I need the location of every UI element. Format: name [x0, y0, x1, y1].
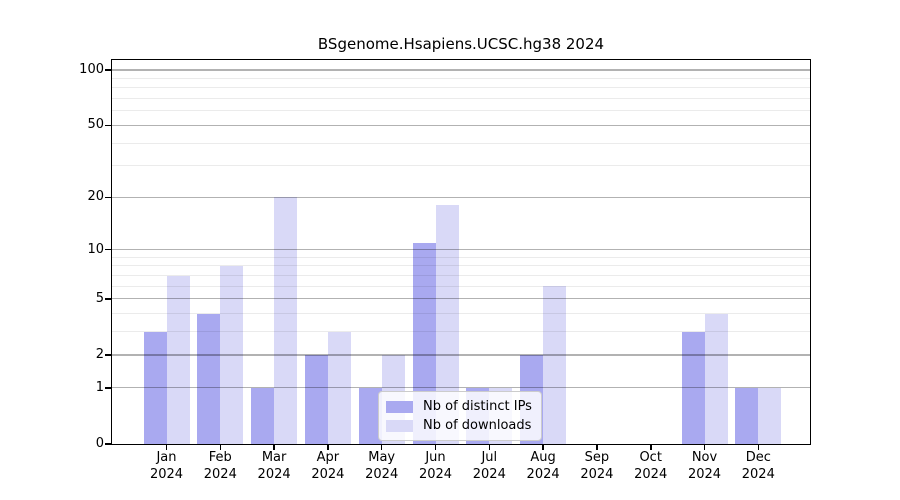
x-tick-mark-apr	[327, 445, 329, 450]
x-tick-mark-oct	[650, 445, 652, 450]
x-tick-label-jun: Jun 2024	[404, 449, 468, 483]
x-tick-label-mar: Mar 2024	[242, 449, 306, 483]
legend-label: Nb of downloads	[423, 418, 532, 433]
y-tick-mark-1	[105, 387, 112, 389]
y-tick-mark-20	[105, 196, 112, 198]
bar-feb-distinct-ips	[197, 313, 221, 444]
month-name: Sep	[584, 450, 610, 465]
bar-mar-distinct-ips	[251, 387, 275, 444]
month-name: Feb	[208, 450, 232, 465]
legend-item-downloads: Nb of downloads	[386, 416, 532, 435]
bar-apr-downloads	[327, 331, 351, 444]
y-tick-mark-2	[105, 354, 112, 356]
y-tick-label-1: 1	[95, 379, 104, 395]
x-tick-mark-feb	[219, 445, 222, 450]
bar-dec-downloads	[758, 387, 782, 444]
month-name: Aug	[530, 450, 556, 465]
x-tick-label-nov: Nov 2024	[673, 449, 737, 483]
plot-area: Nb of distinct IPs Nb of downloads	[111, 59, 811, 445]
y-tick-label-20: 20	[87, 189, 104, 205]
y-tick-label-10: 10	[87, 241, 104, 257]
y-tick-label-5: 5	[95, 290, 104, 306]
x-tick-mark-mar	[273, 445, 275, 450]
month-name: Jan	[156, 450, 177, 465]
month-name: Oct	[639, 450, 662, 465]
month-year: 2024	[311, 467, 345, 482]
x-tick-mark-sep	[596, 445, 598, 450]
x-tick-label-aug: Aug 2024	[511, 449, 575, 483]
bar-jun-downloads	[435, 205, 459, 444]
x-tick-mark-nov	[703, 445, 706, 450]
month-year: 2024	[472, 467, 506, 482]
month-name: Apr	[316, 450, 340, 465]
x-tick-label-sep: Sep 2024	[565, 449, 629, 483]
month-year: 2024	[257, 467, 291, 482]
legend-swatch-downloads	[386, 419, 413, 432]
bar-aug-downloads	[543, 286, 567, 444]
month-name: Dec	[745, 450, 771, 465]
month-year: 2024	[580, 467, 614, 482]
x-tick-label-feb: Feb 2024	[188, 449, 252, 483]
x-tick-label-jul: Jul 2024	[457, 449, 521, 483]
month-name: Jul	[481, 450, 498, 465]
month-year: 2024	[741, 467, 775, 482]
x-tick-mark-dec	[757, 445, 759, 450]
bar-may-distinct-ips	[358, 387, 382, 444]
x-tick-mark-may	[380, 445, 383, 450]
y-tick-mark-0	[105, 443, 112, 445]
x-tick-mark-jan	[165, 445, 168, 450]
legend-swatch-distinct-ips	[386, 400, 413, 413]
y-tick-label-0: 0	[95, 436, 104, 451]
month-name: Jun	[425, 450, 446, 465]
chart-title: BSgenome.Hsapiens.UCSC.hg38 2024	[317, 35, 605, 53]
x-tick-label-oct: Oct 2024	[619, 449, 683, 483]
month-year: 2024	[634, 467, 668, 482]
bar-jan-distinct-ips	[143, 331, 167, 444]
x-tick-label-apr: Apr 2024	[296, 449, 360, 483]
x-tick-label-dec: Dec 2024	[726, 449, 790, 483]
legend-item-distinct-ips: Nb of distinct IPs	[386, 397, 532, 416]
x-tick-mark-jun	[434, 445, 437, 450]
month-year: 2024	[687, 467, 722, 482]
y-tick-label-100: 100	[79, 62, 104, 77]
y-tick-mark-100	[105, 69, 112, 71]
month-year: 2024	[526, 467, 560, 482]
x-tick-mark-aug	[542, 445, 544, 450]
x-tick-label-jan: Jan 2024	[135, 449, 199, 483]
legend-label: Nb of distinct IPs	[423, 399, 532, 414]
bar-dec-distinct-ips	[735, 387, 759, 444]
bar-apr-distinct-ips	[304, 355, 328, 444]
month-year: 2024	[365, 467, 399, 482]
bars-layer	[112, 60, 810, 444]
bar-feb-downloads	[220, 265, 244, 444]
month-name: Nov	[691, 450, 718, 465]
month-year: 2024	[418, 467, 453, 482]
y-tick-mark-50	[105, 124, 112, 127]
month-name: Mar	[261, 450, 287, 465]
x-tick-label-may: May 2024	[350, 449, 414, 483]
y-tick-label-2: 2	[95, 347, 104, 362]
bar-mar-downloads	[274, 197, 298, 444]
legend: Nb of distinct IPs Nb of downloads	[378, 391, 542, 441]
y-tick-mark-10	[105, 248, 112, 251]
month-name: May	[368, 450, 396, 465]
y-tick-label-50: 50	[87, 117, 104, 133]
x-tick-mark-jul	[488, 445, 490, 450]
month-year: 2024	[203, 467, 237, 482]
bar-nov-distinct-ips	[681, 331, 705, 444]
y-tick-mark-5	[105, 298, 112, 300]
bar-jan-downloads	[166, 275, 190, 444]
month-year: 2024	[149, 467, 184, 482]
bar-nov-downloads	[704, 313, 728, 444]
